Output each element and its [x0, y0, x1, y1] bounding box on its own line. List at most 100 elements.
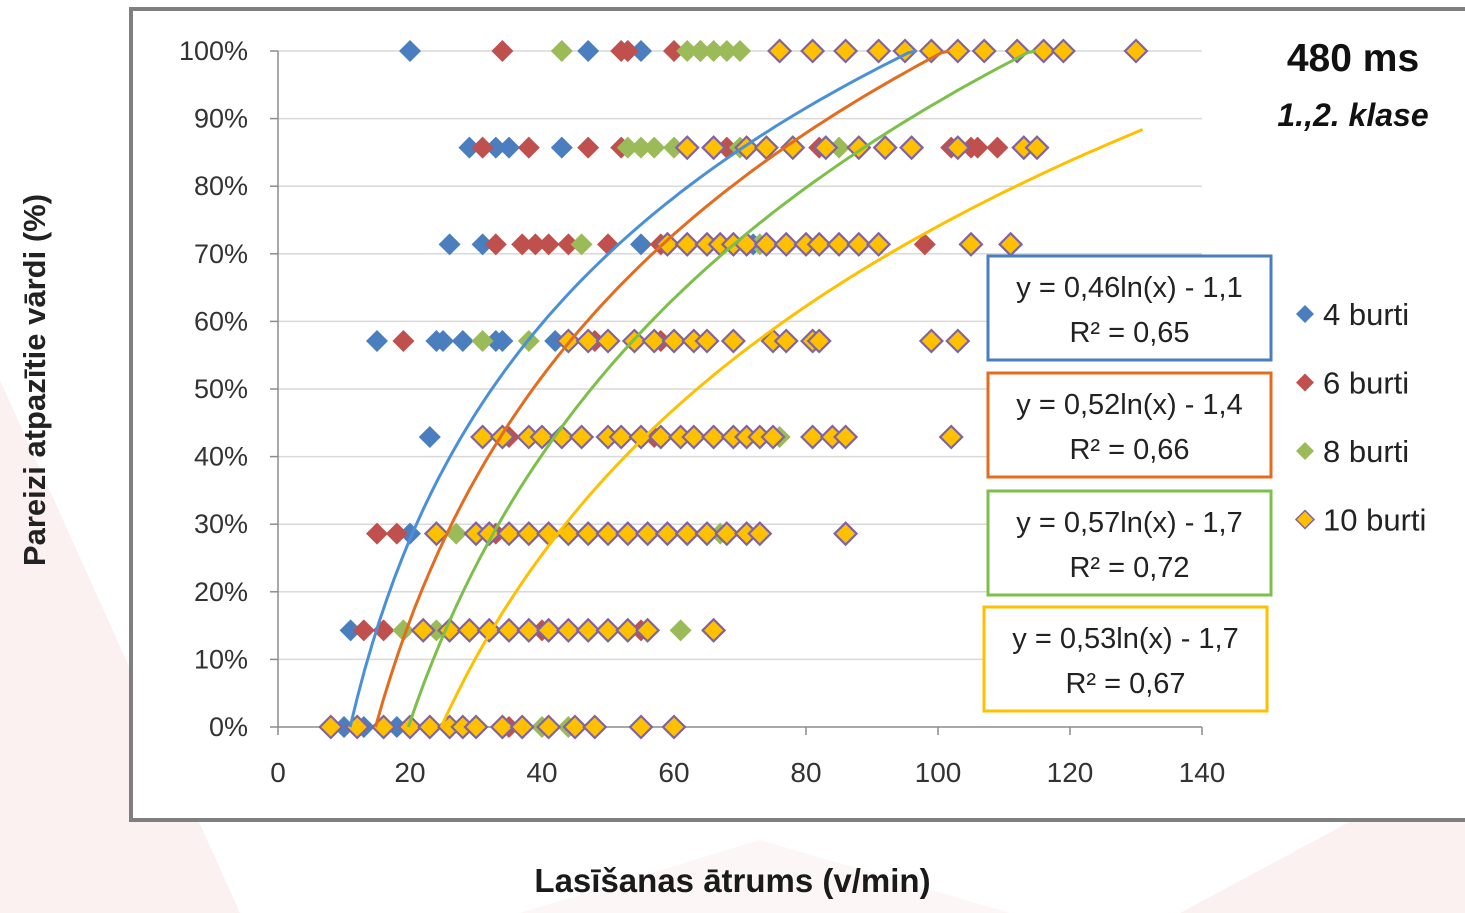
data-point	[945, 328, 971, 354]
data-point	[615, 617, 641, 643]
trendline-3	[406, 49, 1036, 728]
r-squared-text: R² = 0,72	[1069, 552, 1189, 584]
y-tick-label: 100%	[179, 36, 248, 66]
y-tick-label: 30%	[194, 509, 248, 539]
series-4-points	[318, 38, 1149, 740]
data-point	[641, 328, 667, 354]
data-point	[595, 521, 621, 547]
data-point	[872, 135, 898, 161]
data-point	[760, 424, 786, 450]
data-point	[669, 619, 692, 642]
equation-box-frame	[986, 254, 1273, 362]
x-tick-label: 80	[790, 757, 821, 788]
data-point	[385, 716, 408, 738]
equation-text: y = 0,46ln(x) - 1,1	[1016, 272, 1242, 304]
data-point	[702, 40, 725, 62]
r-squared-text: R² = 0,65	[1069, 317, 1189, 349]
y-tick-label: 60%	[194, 306, 248, 336]
data-point	[516, 617, 542, 643]
data-point	[484, 136, 507, 159]
legend-label: 6 burti	[1323, 366, 1409, 401]
data-point	[451, 330, 474, 353]
trendlines	[348, 49, 1144, 728]
data-point	[899, 135, 925, 161]
x-tick-label: 100	[915, 757, 962, 788]
data-point	[575, 328, 601, 354]
data-point	[643, 136, 666, 159]
data-point	[399, 40, 421, 62]
data-point	[1024, 135, 1050, 161]
data-point	[828, 136, 850, 159]
data-point	[529, 424, 555, 450]
y-tick-label: 50%	[194, 374, 248, 404]
data-point	[470, 424, 496, 450]
x-tick-label: 120	[1047, 757, 1094, 788]
data-point	[720, 328, 746, 354]
axes: 0% 10% 20% 30% 40% 50% 60% 70% 80% 90% 100% 0 20 40 60…	[179, 36, 1225, 788]
data-point	[536, 617, 562, 643]
data-point	[392, 330, 415, 353]
y-axis-title: Pareizi atpazītie vārdi (%)	[17, 193, 52, 567]
x-axis-title: Lasīšanas ātrums (v/min)	[534, 862, 931, 899]
data-point	[701, 424, 727, 450]
data-point	[813, 135, 839, 161]
equation-box-frame	[986, 371, 1273, 479]
data-point	[484, 233, 507, 256]
data-point	[800, 424, 826, 450]
data-point	[674, 231, 700, 257]
data-point	[471, 136, 494, 159]
equation-box-1: y = 0,46ln(x) - 1,1 R² = 0,65	[986, 254, 1273, 362]
data-point	[715, 40, 738, 62]
data-point	[615, 521, 641, 547]
x-tick-label: 20	[394, 757, 425, 788]
y-tick-label: 70%	[194, 239, 248, 269]
data-point	[562, 714, 588, 740]
equation-box-frame	[986, 489, 1273, 597]
data-point	[333, 716, 355, 738]
data-point	[694, 328, 720, 354]
chart-title: 480 ms	[1287, 37, 1419, 80]
data-point	[595, 328, 621, 354]
data-point	[432, 330, 454, 353]
y-tick-label: 40%	[194, 442, 248, 472]
data-point	[471, 330, 494, 353]
legend-marker	[1296, 305, 1314, 323]
data-point	[352, 619, 375, 642]
data-point	[694, 521, 720, 547]
data-point	[689, 40, 712, 62]
data-point	[517, 136, 540, 159]
equation-box-2: y = 0,52ln(x) - 1,4 R² = 0,66	[986, 371, 1273, 479]
data-point	[780, 135, 806, 161]
data-point	[635, 521, 661, 547]
data-point	[866, 38, 892, 64]
data-point	[616, 40, 639, 62]
legend-label: 10 burti	[1323, 503, 1426, 538]
data-point	[1050, 38, 1076, 64]
data-point	[557, 233, 580, 256]
data-point	[654, 231, 680, 257]
data-point	[971, 38, 997, 64]
chart-subtitle: 1.,2. klase	[1277, 97, 1428, 133]
data-point	[674, 521, 700, 547]
data-point	[496, 521, 522, 547]
legend-label: 4 burti	[1323, 297, 1409, 332]
data-point	[833, 38, 859, 64]
data-point	[491, 330, 514, 353]
data-point	[654, 521, 680, 547]
y-tick-label: 0%	[209, 712, 248, 742]
data-point	[489, 714, 515, 740]
data-point	[555, 617, 581, 643]
data-point	[913, 233, 936, 256]
data-point	[498, 136, 520, 159]
data-point	[714, 521, 740, 547]
data-point	[463, 714, 489, 740]
data-point	[366, 522, 388, 545]
data-point	[767, 38, 793, 64]
data-point	[410, 617, 436, 643]
legend-marker	[1294, 509, 1316, 530]
data-point	[1031, 38, 1057, 64]
data-point	[630, 233, 652, 256]
data-point	[397, 714, 423, 740]
data-point	[511, 233, 534, 256]
data-point	[577, 40, 600, 62]
